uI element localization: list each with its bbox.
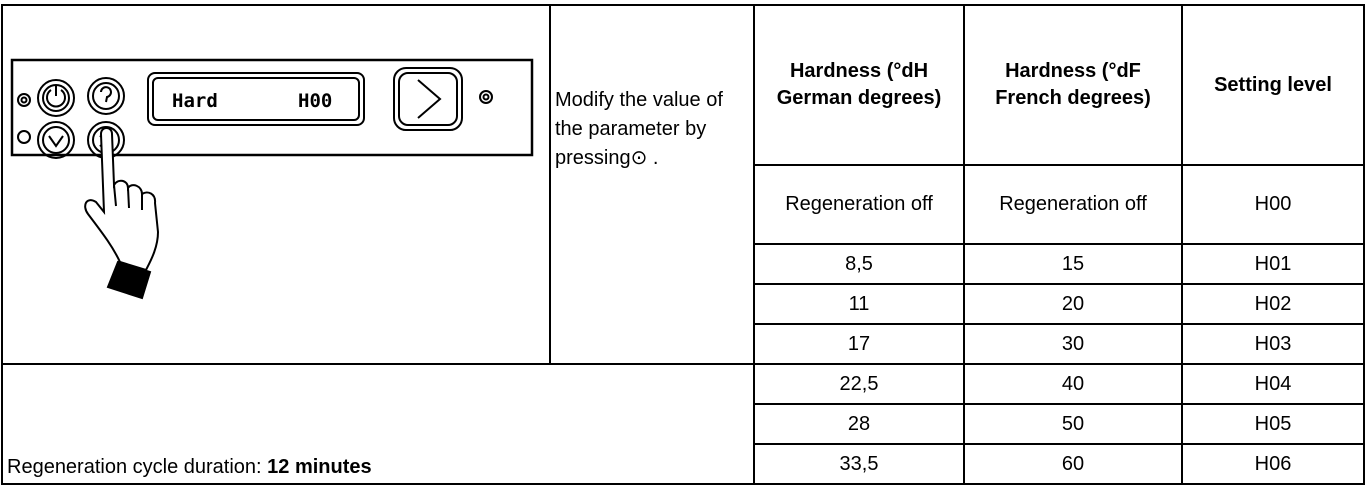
cell: 22,5	[754, 364, 964, 404]
cell: H05	[1182, 404, 1364, 444]
header-cell: Hardness (°dH German degrees)	[754, 5, 964, 165]
display-label: Hard	[172, 90, 218, 112]
cell: 15	[964, 244, 1182, 284]
cell: 8,5	[754, 244, 964, 284]
instruction: Modify the value of the parameter by pre…	[550, 5, 754, 364]
cell: Regeneration off	[964, 165, 1182, 244]
cell: 11	[754, 284, 964, 324]
cell: 40	[964, 364, 1182, 404]
cell: Regeneration off	[754, 165, 964, 244]
display-value: H00	[298, 90, 332, 112]
cell: 50	[964, 404, 1182, 444]
footer: Regeneration cycle duration: 12 minutes	[2, 364, 754, 484]
cell: 20	[964, 284, 1182, 324]
footer-label: Regeneration cycle duration:	[7, 456, 267, 478]
footer-value: 12 minutes	[267, 456, 371, 478]
cell: H03	[1182, 324, 1364, 364]
cell: 30	[964, 324, 1182, 364]
cell: H04	[1182, 364, 1364, 404]
cell: 28	[754, 404, 964, 444]
header-cell: Setting level	[1182, 5, 1364, 165]
cell: H02	[1182, 284, 1364, 324]
header-cell: Hardness (°dF French degrees)	[964, 5, 1182, 165]
page: Modify the value of the parameter by pre…	[0, 0, 1367, 486]
cell: H01	[1182, 244, 1364, 284]
control-panel-illustration: Hard H00	[0, 0, 548, 364]
cell: 60	[964, 444, 1182, 484]
cell: H00	[1182, 165, 1364, 244]
cell: 17	[754, 324, 964, 364]
cell: H06	[1182, 444, 1364, 484]
cell: 33,5	[754, 444, 964, 484]
